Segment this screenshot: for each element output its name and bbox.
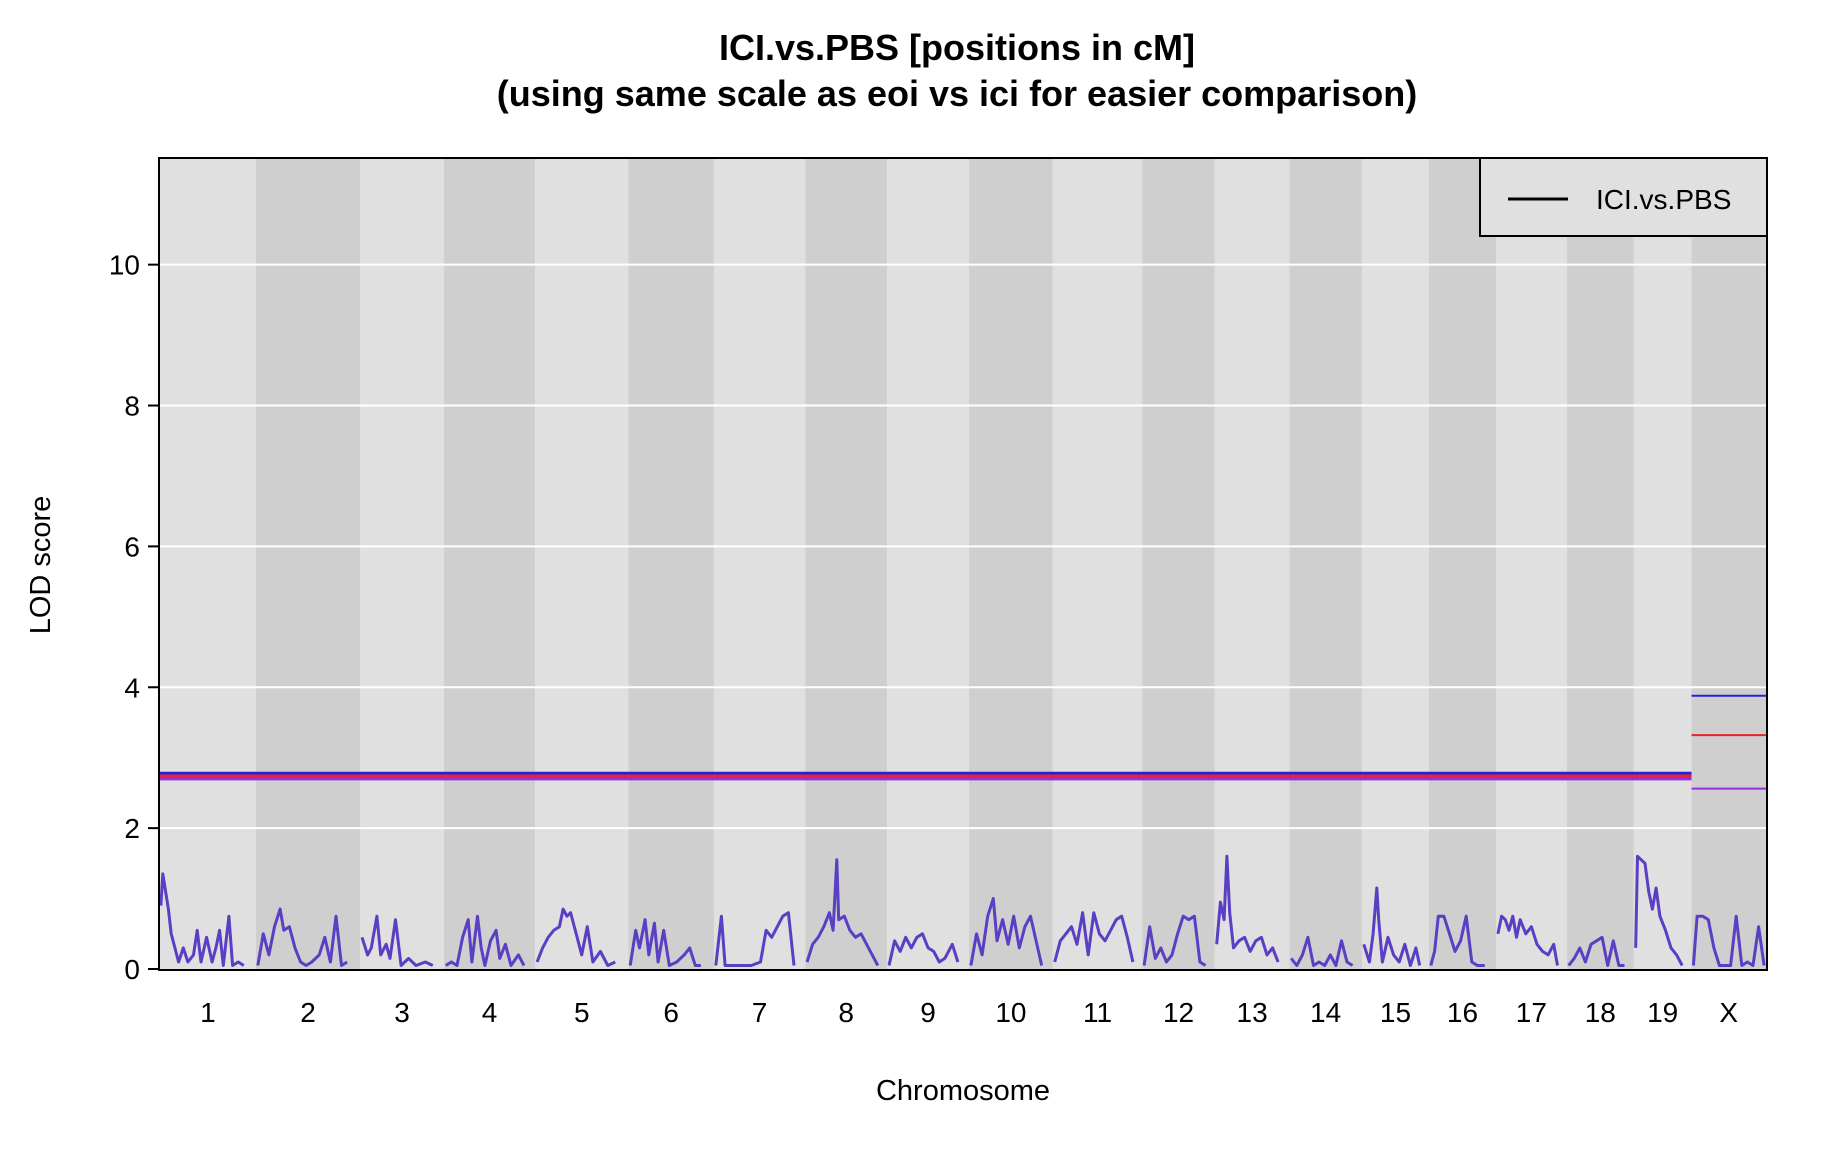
chromosome-band-16 [1428,159,1497,969]
lod-curve-chr-18 [1567,935,1625,967]
x-axis: 1 2 3 4 5 6 7 8 9 10 11 12 13 14 15 16 17 18 19 X [200,997,1738,1028]
chromosome-band-1 [160,159,256,969]
y-tick-label-10: 10 [109,250,140,281]
x-tick-label-17: 17 [1516,997,1547,1028]
y-tick-label-8: 8 [124,391,140,422]
legend-label: ICI.vs.PBS [1596,184,1731,215]
lod-curve-chr-10 [969,897,1044,966]
x-tick-label-1: 1 [200,997,216,1028]
chromosome-band-18 [1566,159,1634,969]
lod-curve-chr-7 [714,911,796,967]
lod-curve-chr-11 [1053,911,1135,963]
lod-curve-chr-14 [1290,935,1354,967]
chromosome-band-15 [1361,159,1429,969]
lod-curve-chr-12 [1142,914,1207,967]
x-tick-label-15: 15 [1380,997,1411,1028]
lod-curve-chr-13 [1215,854,1280,963]
chromosome-band-10 [969,159,1053,969]
legend: ICI.vs.PBS [1479,157,1768,237]
chromosome-band-X [1691,159,1766,969]
lod-curve-chr-3 [360,914,434,967]
threshold-lines [160,694,1766,790]
lod-curve-chr-15 [1362,886,1422,967]
x-tick-label-16: 16 [1447,997,1478,1028]
y-axis-label: LOD score [25,496,57,635]
lod-curve-chr-5 [535,907,616,967]
chromosome-band-5 [535,159,629,969]
x-tick-label-18: 18 [1585,997,1616,1028]
y-tick-label-4: 4 [124,672,140,703]
chromosome-band-3 [360,159,444,969]
x-tick-label-13: 13 [1237,997,1268,1028]
y-tick-label-0: 0 [124,954,140,985]
x-tick-label-7: 7 [752,997,768,1028]
series-layer [159,854,1766,967]
y-axis: 0 2 4 6 8 10 [109,250,160,985]
x-tick-label-10: 10 [995,997,1026,1028]
x-tick-label-12: 12 [1163,997,1194,1028]
gridlines [160,263,1766,830]
chromosome-band-14 [1289,159,1362,969]
chart-title-line1: ICI.vs.PBS [positions in cM] [719,27,1195,68]
x-tick-label-5: 5 [574,997,590,1028]
x-tick-label-14: 14 [1310,997,1341,1028]
chromosome-band-6 [628,159,714,969]
legend-box [1479,157,1768,237]
chromosome-bands [160,159,1766,969]
x-tick-label-11: 11 [1083,997,1112,1028]
chromosome-band-17 [1496,159,1567,969]
plot-frame [158,157,1768,971]
x-tick-label-2: 2 [300,997,316,1028]
lod-curve-chr-19 [1634,854,1684,967]
chromosome-band-8 [805,159,888,969]
chromosome-band-7 [713,159,806,969]
chromosome-band-4 [443,159,536,969]
chromosome-band-2 [255,159,361,969]
x-tick-label-3: 3 [394,997,410,1028]
lod-curve-chr-16 [1429,914,1485,967]
lod-curve-chr-X [1691,914,1766,967]
x-axis-label: Chromosome [876,1075,1050,1107]
y-tick-label-6: 6 [124,531,140,562]
chromosome-band-9 [887,159,970,969]
chromosome-band-11 [1052,159,1143,969]
x-tick-label-X: X [1719,997,1738,1028]
x-tick-label-6: 6 [663,997,679,1028]
chart-title-line2: (using same scale as eoi vs ici for easi… [497,73,1417,114]
lod-curve-chr-6 [628,918,701,967]
chromosome-band-13 [1214,159,1290,969]
lod-curve-chr-17 [1496,914,1559,966]
lod-curve-chr-4 [445,914,526,967]
x-tick-label-8: 8 [838,997,854,1028]
y-tick-label-2: 2 [124,813,140,844]
chromosome-band-19 [1633,159,1692,969]
lod-curve-chr-9 [887,932,960,966]
x-tick-label-9: 9 [920,997,936,1028]
chromosome-band-12 [1142,159,1215,969]
lod-curve-chr-1 [159,872,245,967]
x-tick-label-4: 4 [482,997,498,1028]
lod-curve-chr-2 [256,907,348,967]
lod-curve-chr-8 [805,858,880,967]
x-tick-label-19: 19 [1647,997,1678,1028]
